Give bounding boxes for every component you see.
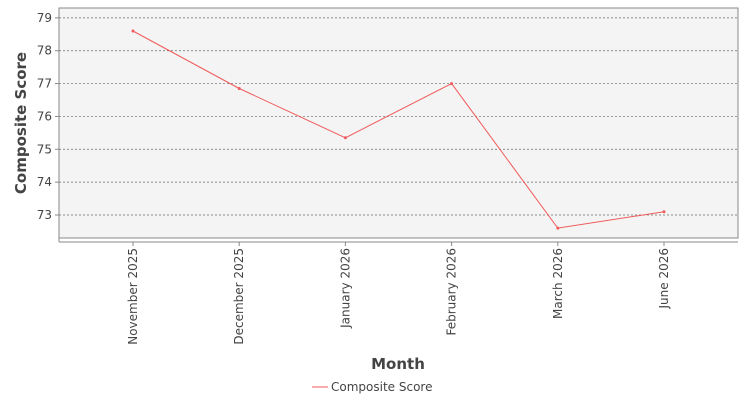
grid-lines — [59, 17, 738, 216]
x-axis-title: Month — [371, 355, 425, 373]
data-point — [450, 82, 454, 86]
data-point — [556, 226, 560, 230]
x-tick-label: December 2025 — [232, 248, 246, 345]
plot-area — [58, 7, 739, 239]
y-tick-label: 76 — [37, 109, 52, 123]
x-tick-label: November 2025 — [126, 248, 140, 345]
y-tick-label: 75 — [37, 142, 52, 156]
x-axis: November 2025 December 2025 January 2026 Fe… — [59, 241, 738, 345]
data-point — [237, 87, 241, 90]
series-layer — [131, 29, 666, 230]
y-tick-label: 79 — [37, 11, 52, 25]
data-point — [662, 210, 666, 214]
x-tick-label: March 2026 — [551, 248, 565, 319]
series-line — [132, 30, 665, 229]
legend-label: Composite Score — [331, 380, 432, 394]
y-tick-label: 78 — [37, 44, 52, 58]
data-point — [131, 29, 135, 33]
x-tick-label: February 2026 — [445, 248, 459, 336]
y-axis-title: Composite Score — [12, 52, 30, 194]
y-tick-label: 74 — [37, 175, 52, 189]
legend: Composite Score — [312, 380, 432, 394]
x-tick-label: January 2026 — [338, 248, 352, 329]
y-tick-label: 77 — [37, 77, 52, 91]
y-tick-label: 73 — [37, 208, 52, 222]
data-point — [343, 136, 347, 140]
x-tick-label: June 2026 — [657, 248, 671, 310]
y-axis: 73 74 75 76 77 78 79 — [37, 8, 60, 242]
